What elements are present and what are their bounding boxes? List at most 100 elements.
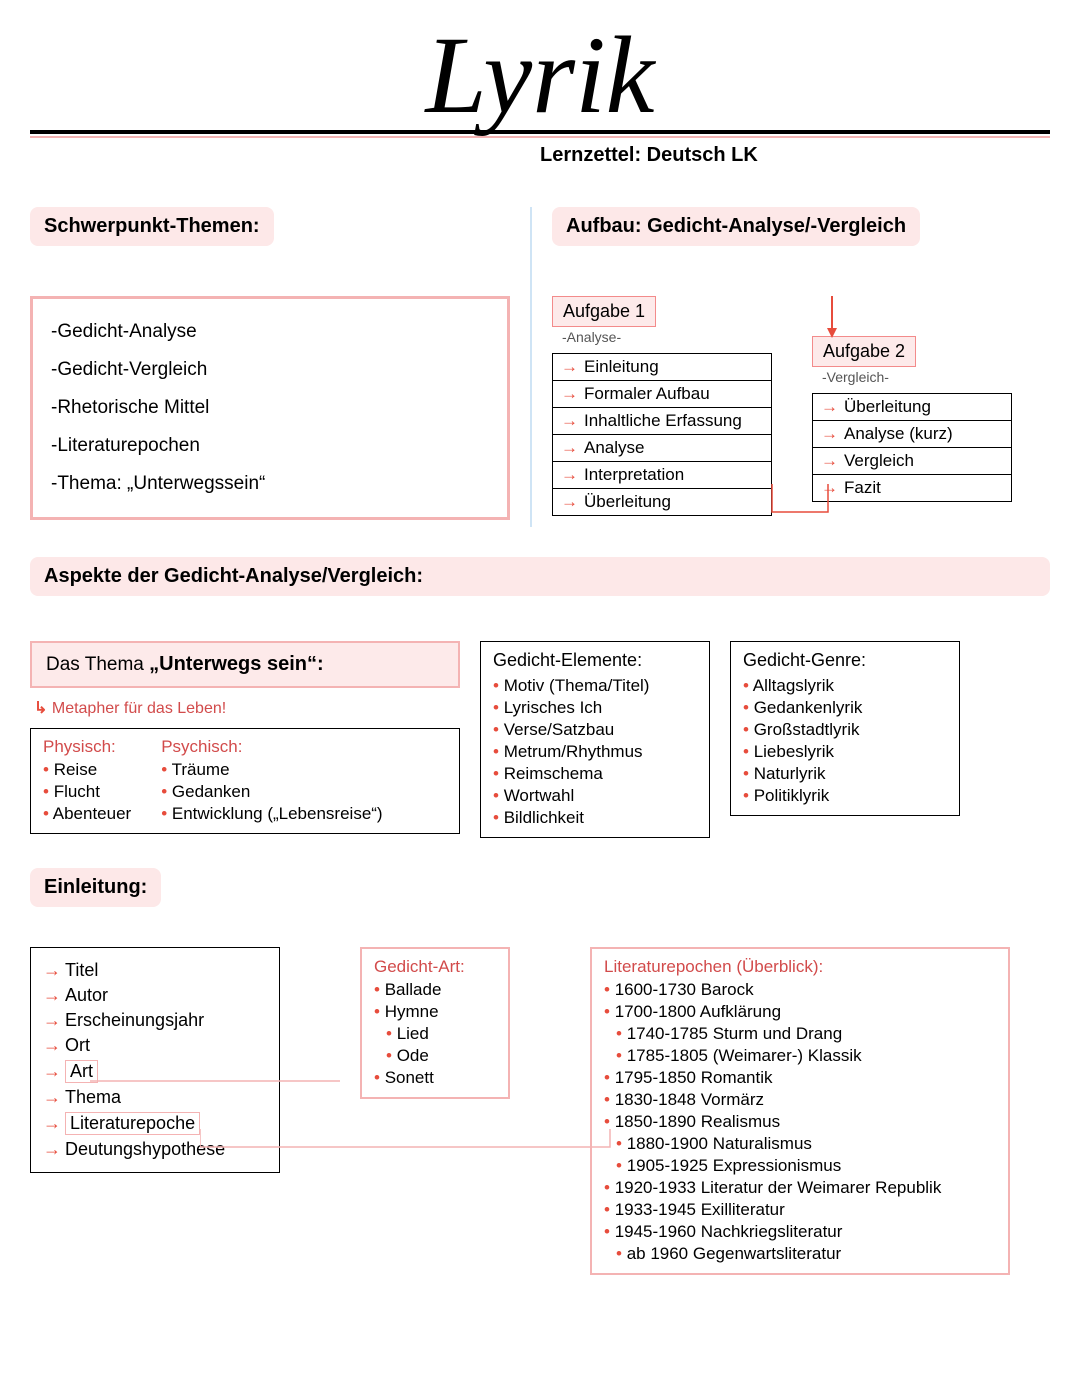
arrow-icon: →: [43, 1061, 61, 1082]
step-item: →Fazit: [812, 475, 1012, 502]
aufgabe1-steps: →Einleitung →Formaler Aufbau →Inhaltlich…: [552, 353, 772, 516]
step-item: →Überleitung: [552, 489, 772, 516]
thema-columns-box: Physisch: Reise Flucht Abenteuer Psychis…: [30, 728, 460, 834]
list-item: -Literaturepochen: [51, 427, 489, 465]
elemente-box: Gedicht-Elemente: Motiv (Thema/Titel) Ly…: [480, 641, 710, 838]
list-item: Abenteuer: [43, 803, 131, 825]
gedicht-art-list: Ballade Hymne Lied Ode Sonett: [374, 979, 496, 1089]
arrow-icon: →: [821, 424, 838, 444]
psychisch-header: Psychisch:: [161, 737, 382, 757]
list-item: 1933-1945 Exilliteratur: [604, 1199, 996, 1221]
list-item: 1830-1848 Vormärz: [604, 1089, 996, 1111]
list-item: Verse/Satzbau: [493, 719, 697, 741]
list-item: Hymne: [374, 1001, 496, 1023]
aufgabe2-steps: →Überleitung →Analyse (kurz) →Vergleich …: [812, 393, 1012, 502]
aufgabe1-block: Aufgabe 1 -Analyse- →Einleitung →Formale…: [552, 296, 772, 516]
genre-header: Gedicht-Genre:: [743, 650, 947, 671]
list-item: 1850-1890 Realismus: [604, 1111, 996, 1133]
list-item: Naturlyrik: [743, 763, 947, 785]
genre-list: Alltagslyrik Gedankenlyrik Großstadtlyri…: [743, 675, 947, 807]
list-item: ab 1960 Gegenwartsliteratur: [604, 1243, 996, 1265]
list-item: →Deutungshypothese: [43, 1137, 267, 1162]
list-item: 1880-1900 Naturalismus: [604, 1133, 996, 1155]
step-item: →Analyse (kurz): [812, 421, 1012, 448]
header-aspekte: Aspekte der Gedicht-Analyse/Vergleich:: [30, 557, 1050, 596]
arrow-icon: →: [821, 478, 838, 498]
physisch-list: Reise Flucht Abenteuer: [43, 759, 131, 825]
arrow-icon: →: [561, 438, 578, 458]
arrow-icon: →: [821, 397, 838, 417]
list-item: →Autor: [43, 983, 267, 1008]
list-item: 1700-1800 Aufklärung: [604, 1001, 996, 1023]
list-item: Ballade: [374, 979, 496, 1001]
step-item: →Interpretation: [552, 462, 772, 489]
arrow-icon: →: [561, 357, 578, 377]
vertical-divider: [530, 207, 532, 527]
aufgabe2-title: Aufgabe 2: [812, 336, 916, 367]
arrow-icon: →: [561, 384, 578, 404]
list-item: →Literaturepoche: [43, 1110, 267, 1137]
list-item: Alltagslyrik: [743, 675, 947, 697]
list-item: Metrum/Rhythmus: [493, 741, 697, 763]
list-item: →Art: [43, 1058, 267, 1085]
schwerpunkt-box: -Gedicht-Analyse -Gedicht-Vergleich -Rhe…: [30, 296, 510, 520]
list-item: Reise: [43, 759, 131, 781]
list-item: →Erscheinungsjahr: [43, 1008, 267, 1033]
list-item: Gedankenlyrik: [743, 697, 947, 719]
list-item: 1600-1730 Barock: [604, 979, 996, 1001]
aufgabe2-block: Aufgabe 2 -Vergleich- →Überleitung →Anal…: [812, 336, 1012, 502]
list-item: -Gedicht-Vergleich: [51, 351, 489, 389]
thema-note: Metapher für das Leben!: [52, 700, 226, 717]
arrow-icon: ↳: [34, 700, 47, 717]
list-item: Politiklyrik: [743, 785, 947, 807]
list-item: 1785-1805 (Weimarer-) Klassik: [604, 1045, 996, 1067]
list-item: Bildlichkeit: [493, 807, 697, 829]
arrow-icon: →: [561, 411, 578, 431]
title-underline-pink: [30, 136, 1050, 138]
epochen-box: Literaturepochen (Überblick): 1600-1730 …: [590, 947, 1010, 1275]
list-item: 1795-1850 Romantik: [604, 1067, 996, 1089]
header-einleitung: Einleitung:: [30, 868, 161, 907]
arrow-icon: →: [43, 1087, 61, 1108]
thema-title-pre: Das Thema: [46, 654, 149, 675]
arrow-icon: →: [43, 960, 61, 981]
step-item: →Überleitung: [812, 393, 1012, 421]
list-item: Gedanken: [161, 781, 382, 803]
list-item: Wortwahl: [493, 785, 697, 807]
elemente-header: Gedicht-Elemente:: [493, 650, 697, 671]
arrow-icon: →: [43, 1139, 61, 1160]
list-item: Motiv (Thema/Titel): [493, 675, 697, 697]
step-item: →Einleitung: [552, 353, 772, 381]
psychisch-list: Träume Gedanken Entwicklung („Lebensreis…: [161, 759, 382, 825]
list-item: Reimschema: [493, 763, 697, 785]
arrow-icon: →: [43, 1113, 61, 1134]
aufgabe2-sub: -Vergleich-: [812, 367, 1012, 387]
list-item: Liebeslyrik: [743, 741, 947, 763]
arrow-icon: →: [43, 1010, 61, 1031]
step-item: →Analyse: [552, 435, 772, 462]
list-item: Träume: [161, 759, 382, 781]
thema-title-bold: „Unterwegs sein“:: [149, 653, 323, 675]
schwerpunkt-list: -Gedicht-Analyse -Gedicht-Vergleich -Rhe…: [51, 313, 489, 503]
physisch-header: Physisch:: [43, 737, 131, 757]
list-item: 1905-1925 Expressionismus: [604, 1155, 996, 1177]
genre-box: Gedicht-Genre: Alltagslyrik Gedankenlyri…: [730, 641, 960, 816]
list-item: 1945-1960 Nachkriegsliteratur: [604, 1221, 996, 1243]
elemente-list: Motiv (Thema/Titel) Lyrisches Ich Verse/…: [493, 675, 697, 829]
list-item: -Gedicht-Analyse: [51, 313, 489, 351]
arrow-icon: →: [561, 465, 578, 485]
gedicht-art-box: Gedicht-Art: Ballade Hymne Lied Ode Sone…: [360, 947, 510, 1099]
list-item: -Rhetorische Mittel: [51, 389, 489, 427]
einleitung-box: →Titel →Autor →Erscheinungsjahr →Ort →Ar…: [30, 947, 280, 1173]
list-item: Entwicklung („Lebensreise“): [161, 803, 382, 825]
arrow-icon: →: [561, 492, 578, 512]
list-item: 1740-1785 Sturm und Drang: [604, 1023, 996, 1045]
list-item: Ode: [374, 1045, 496, 1067]
list-item: 1920-1933 Literatur der Weimarer Republi…: [604, 1177, 996, 1199]
list-item: →Ort: [43, 1033, 267, 1058]
list-item: -Thema: „Unterwegssein“: [51, 465, 489, 503]
gedicht-art-header: Gedicht-Art:: [374, 957, 496, 977]
list-item: Großstadtlyrik: [743, 719, 947, 741]
page-title: Lyrik: [30, 20, 1050, 130]
list-item: →Titel: [43, 958, 267, 983]
